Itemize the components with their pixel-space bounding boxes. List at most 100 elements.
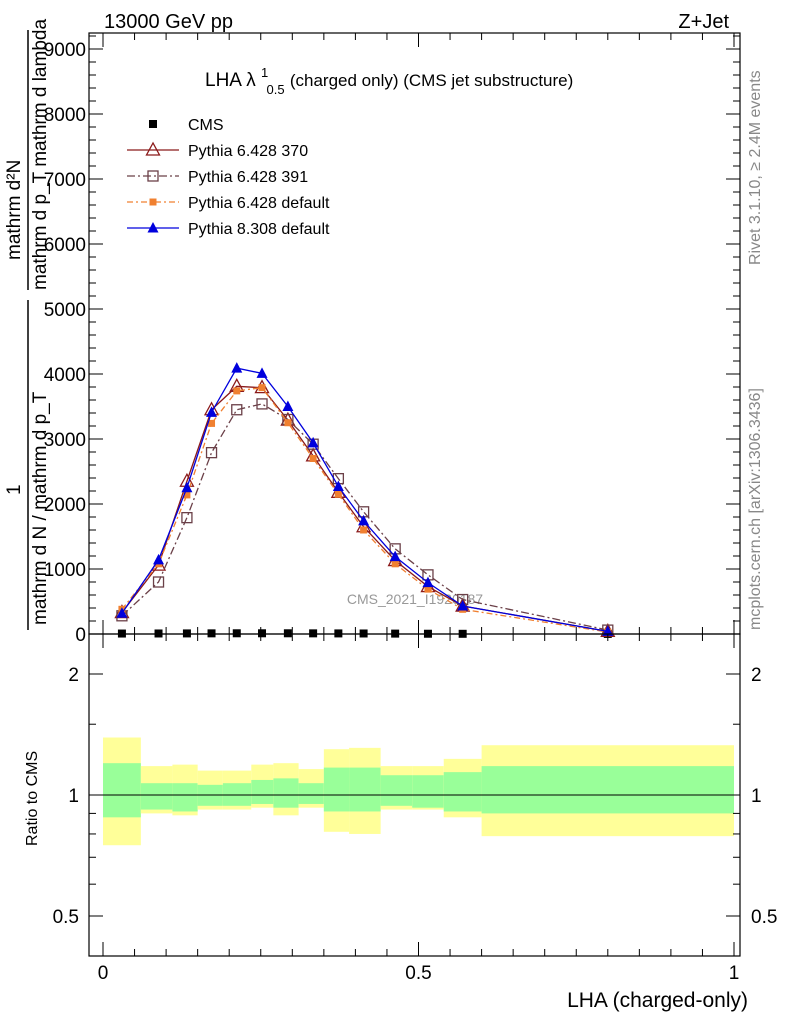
plot-title: LHA λ 1 0.5 (charged only) (CMS jet subs…	[205, 61, 573, 99]
data-point	[258, 384, 266, 392]
inner-band	[251, 779, 274, 804]
data-point	[116, 607, 128, 618]
data-point	[258, 629, 267, 638]
title-sub: 0.5	[267, 82, 285, 97]
ratio-y-tick-label: 0.5	[53, 907, 79, 928]
y-tick-label: 5000	[44, 300, 86, 321]
x-tick-label: 0.5	[405, 963, 431, 984]
data-point	[424, 585, 432, 593]
inner-band	[323, 767, 350, 812]
data-point	[153, 553, 165, 565]
inner-band	[380, 775, 413, 806]
title-rest: (charged only) (CMS jet substructure)	[290, 71, 573, 90]
data-point	[256, 398, 268, 410]
y-tick-label: 6000	[44, 235, 86, 256]
data-point	[307, 436, 319, 448]
y-tick-label: 1000	[44, 560, 86, 581]
data-point	[205, 446, 218, 459]
inner-band	[349, 767, 381, 812]
ratio-y-tick-label-right: 0.5	[751, 907, 777, 928]
y-tick-label: 0	[75, 625, 86, 646]
data-point	[309, 455, 317, 462]
legend-entry: Pythia 6.428 370	[127, 141, 308, 160]
legend: CMS Pythia 6.428 370 Pythia 6.428 391 Pythi…	[127, 117, 330, 238]
ylabel-fraction-den: mathrm d N / mathrm d p_T	[30, 391, 51, 625]
title-sup: 1	[261, 65, 268, 80]
y-tick-label: 3000	[44, 430, 86, 451]
data-point	[389, 550, 401, 562]
inner-band	[481, 766, 734, 814]
ratio-y-tick-labels: 0.5 0.5 1 1 2 2	[53, 665, 778, 928]
series-line	[121, 386, 608, 633]
ylabel-denominator: mathrm d p_T mathrm d lambda	[30, 19, 51, 290]
main-plot-frame	[88, 32, 741, 635]
ratio-y-tick-label-right: 1	[751, 786, 762, 807]
data-point	[147, 222, 159, 233]
header-process: Z+Jet	[678, 11, 729, 33]
header-energy: 13000 GeV pp	[104, 11, 233, 33]
ratio-y-tick-label-right: 2	[751, 665, 762, 686]
data-point	[334, 490, 342, 498]
ylabel-fraction-one: 1	[4, 484, 25, 495]
inner-band	[172, 783, 198, 812]
legend-label: Pythia 8.308 default	[188, 221, 330, 238]
svg-text:LHA λ 1 0.5: LHA λ 1 0.5 (charged only) (CMS jet subs…	[205, 61, 573, 99]
ratio-x-tick-labels: 0 0.5 1	[98, 963, 740, 984]
data-point	[149, 120, 157, 128]
data-point	[231, 404, 243, 416]
data-point	[149, 198, 157, 206]
ratio-y-tick-label: 2	[68, 665, 79, 686]
legend-entry: CMS	[149, 117, 224, 134]
data-point	[233, 387, 241, 395]
y-tick-label: 4000	[44, 365, 86, 386]
series-layer	[114, 362, 616, 638]
inner-band	[273, 778, 299, 808]
data-point	[145, 141, 161, 156]
data-point	[360, 526, 368, 534]
main-y-axis-label: mathrm d²N mathrm d p_T mathrm d lambda …	[4, 19, 51, 630]
legend-label: Pythia 6.428 391	[188, 169, 308, 186]
series-4	[116, 362, 614, 636]
mcplots-label: mcplots.cern.ch [arXiv:1306.3436]	[747, 388, 764, 630]
data-point	[284, 419, 292, 427]
title-main: LHA λ	[205, 70, 256, 91]
data-point	[232, 629, 241, 638]
inner-band	[412, 775, 444, 808]
ylabel-numerator: mathrm d²N	[4, 160, 25, 260]
legend-entry: Pythia 6.428 default	[127, 195, 330, 212]
legend-label: CMS	[188, 117, 224, 134]
data-point	[283, 629, 292, 638]
main-axis-ticks	[89, 33, 740, 635]
inner-band	[140, 783, 173, 810]
ratio-y-axis-label: Ratio to CMS	[24, 751, 41, 846]
inner-band	[443, 772, 482, 812]
main-y-tick-labels: 0 1000 2000 3000 4000 5000 6000 7000 8000 9000	[44, 40, 86, 646]
legend-entry: Pythia 6.428 391	[127, 169, 308, 186]
inner-band	[103, 763, 141, 818]
series-line	[121, 385, 608, 633]
watermark: CMS_2021_I1920187	[347, 591, 483, 607]
data-point	[391, 560, 399, 568]
data-point	[181, 512, 193, 524]
data-point	[147, 170, 159, 182]
y-tick-label: 2000	[44, 495, 86, 516]
data-point	[206, 406, 218, 417]
x-tick-label: 1	[729, 963, 740, 984]
x-axis-label: LHA (charged-only)	[567, 989, 748, 1012]
data-point	[422, 576, 434, 588]
data-point	[152, 576, 165, 588]
data-point	[207, 629, 216, 638]
data-point	[602, 625, 614, 636]
data-point	[208, 419, 216, 427]
data-point	[282, 400, 294, 411]
legend-entry: Pythia 8.308 default	[127, 221, 330, 238]
inner-band	[222, 783, 252, 806]
data-point	[309, 629, 318, 638]
y-tick-label: 7000	[44, 170, 86, 191]
series-line	[121, 367, 608, 633]
y-tick-label: 9000	[44, 40, 86, 61]
inner-band	[298, 783, 324, 804]
legend-label: Pythia 6.428 default	[188, 195, 330, 212]
ratio-y-tick-label: 1	[68, 786, 79, 807]
